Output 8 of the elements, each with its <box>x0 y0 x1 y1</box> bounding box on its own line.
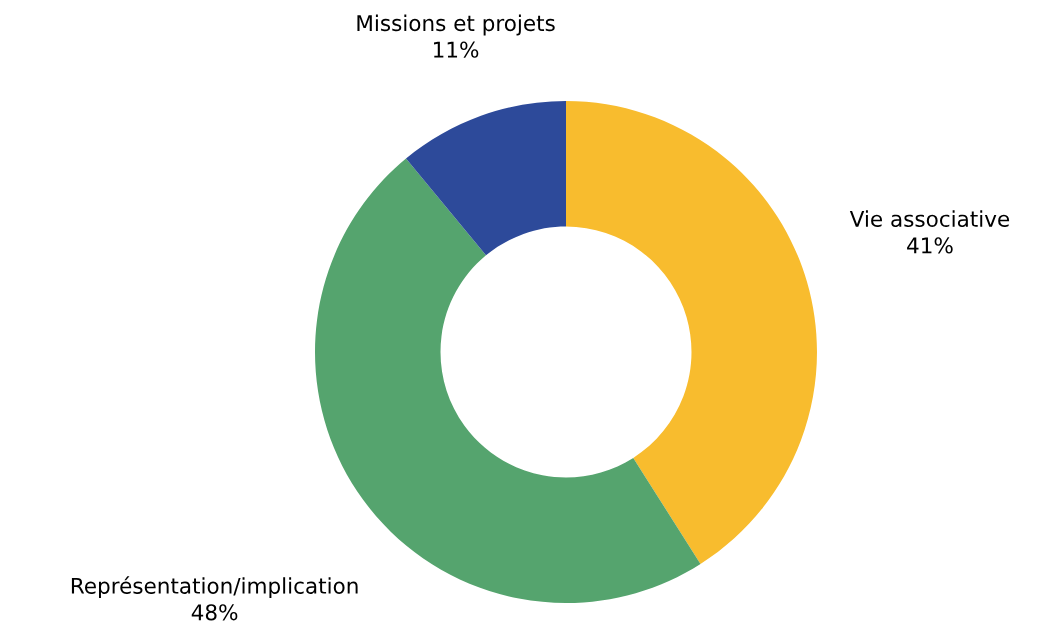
data-label: 41% <box>907 237 953 254</box>
slice-label: Vie associative <box>849 210 1010 227</box>
slice-label: Missions et projets <box>357 14 555 36</box>
donut-slice <box>566 101 817 564</box>
data-label: 48% <box>191 604 238 621</box>
data-label: 11% <box>434 41 479 58</box>
slice-label: Représentation/implication <box>71 576 358 599</box>
donut-slice <box>406 101 566 256</box>
